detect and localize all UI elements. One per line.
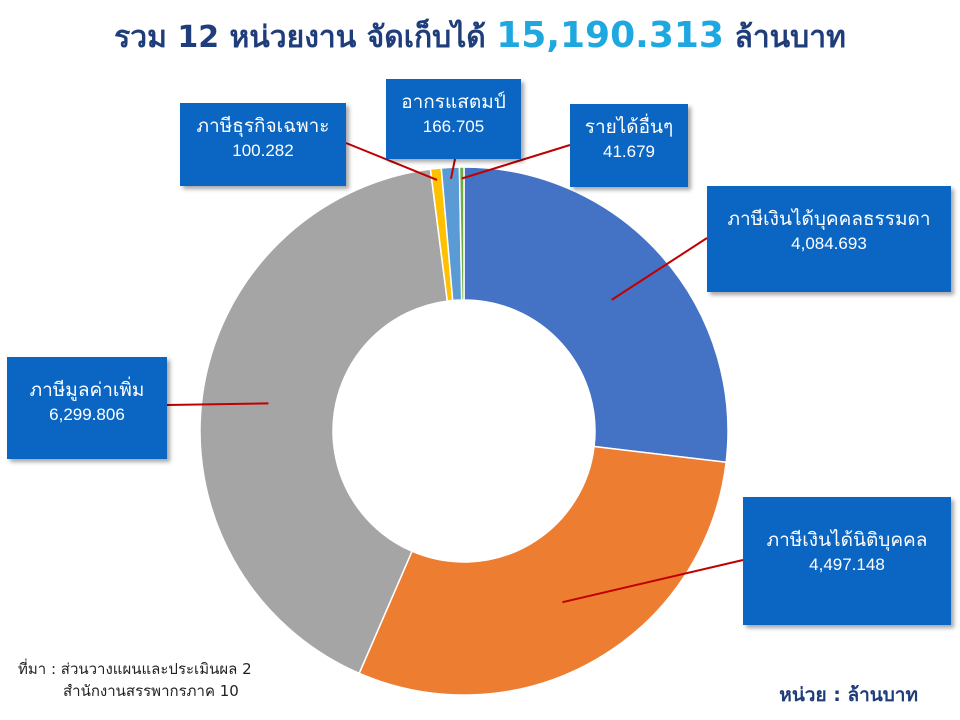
slice-label: ภาษีมูลค่าเพิ่ม bbox=[29, 379, 145, 401]
source-line1: ส่วนวางแผนและประเมินผล 2 bbox=[60, 660, 252, 678]
leader-line bbox=[166, 402, 269, 406]
slice-label: ภาษีเงินได้นิติบุคคล bbox=[766, 529, 928, 551]
source-colon: : bbox=[46, 660, 61, 678]
slice-personal-income-tax bbox=[463, 166, 729, 464]
leader-line bbox=[611, 237, 708, 301]
slice-vat bbox=[199, 168, 449, 675]
leader-line bbox=[449, 158, 456, 180]
slice-other-revenue bbox=[458, 166, 465, 301]
label-other-revenue: รายได้อื่นๆ 41.679 bbox=[570, 104, 688, 187]
leader-lines bbox=[166, 142, 744, 604]
leader-line bbox=[345, 142, 438, 181]
slice-label: รายได้อื่นๆ bbox=[584, 116, 674, 138]
slice-label: ภาษีธุรกิจเฉพาะ bbox=[196, 115, 330, 137]
title-suffix: ล้านบาท bbox=[734, 20, 846, 55]
leader-line bbox=[562, 559, 744, 604]
slice-value: 4,084.693 bbox=[791, 234, 867, 253]
label-stamp-duty: อากรแสตมป์ 166.705 bbox=[386, 79, 521, 159]
label-personal-income-tax: ภาษีเงินได้บุคคลธรรมดา 4,084.693 bbox=[707, 186, 951, 292]
donut-slices bbox=[199, 166, 729, 696]
slice-value: 166.705 bbox=[422, 117, 485, 136]
slice-value: 4,497.148 bbox=[809, 555, 885, 574]
title-prefix: รวม 12 หน่วยงาน จัดเก็บได้ bbox=[114, 20, 486, 55]
label-vat: ภาษีมูลค่าเพิ่ม 6,299.806 bbox=[7, 357, 167, 459]
label-corporate-income-tax: ภาษีเงินได้นิติบุคคล 4,497.148 bbox=[743, 497, 951, 625]
slice-value: 100.282 bbox=[232, 141, 294, 160]
slice-value: 41.679 bbox=[603, 142, 655, 161]
chart-title: รวม 12 หน่วยงาน จัดเก็บได้ 15,190.313 ล้… bbox=[0, 14, 960, 61]
source-note: ที่มา : ส่วนวางแผนและประเมินผล 2 สำนักงา… bbox=[18, 658, 252, 702]
slice-label: อากรแสตมป์ bbox=[401, 91, 506, 113]
slice-corporate-income-tax bbox=[358, 445, 727, 696]
unit-label: หน่วย : ล้านบาท bbox=[779, 684, 918, 706]
source-label: ที่มา bbox=[18, 660, 47, 678]
source-line2: สำนักงานสรรพากรภาค 10 bbox=[63, 682, 239, 700]
slice-label: ภาษีเงินได้บุคคลธรรมดา bbox=[727, 208, 931, 230]
label-specific-business-tax: ภาษีธุรกิจเฉพาะ 100.282 bbox=[180, 103, 346, 186]
leader-line bbox=[461, 144, 571, 180]
title-total: 15,190.313 bbox=[496, 15, 724, 56]
slice-value: 6,299.806 bbox=[49, 405, 125, 424]
